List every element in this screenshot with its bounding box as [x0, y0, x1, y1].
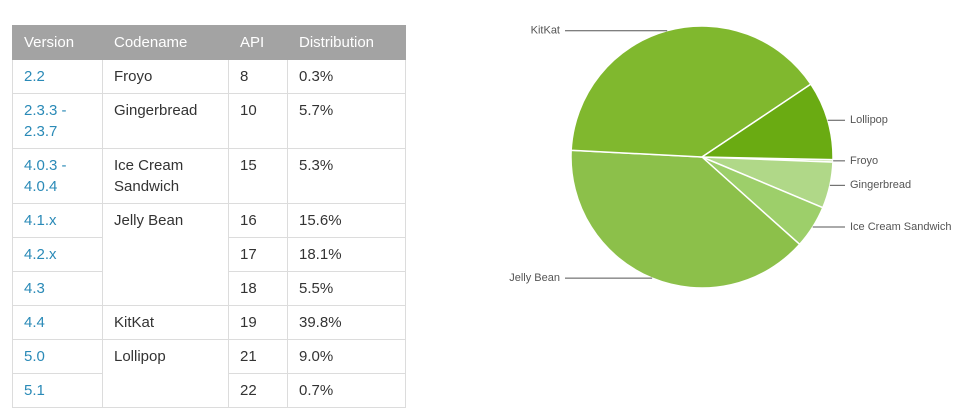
codename: KitKat [102, 305, 229, 340]
pie-slice [699, 83, 834, 161]
distribution: 5.7% [287, 93, 406, 149]
distribution: 0.7% [287, 373, 406, 408]
column-header: Version [12, 25, 103, 60]
codename: Gingerbread [102, 93, 229, 149]
table-row: 4.3 18 5.5% [12, 271, 406, 306]
version-link[interactable]: 4.2.x [12, 237, 103, 272]
table-row: 2.2 Froyo 8 0.3% [12, 59, 406, 94]
table-row: 4.0.3 - 4.0.4 Ice Cream Sandwich 15 5.3% [12, 148, 406, 204]
distribution: 5.3% [287, 148, 406, 204]
slice-label: Lollipop [850, 114, 888, 126]
table-row: 5.1 22 0.7% [12, 373, 406, 408]
version-link[interactable]: 5.1 [12, 373, 103, 408]
api-level: 18 [228, 271, 288, 306]
version-link[interactable]: 5.0 [12, 339, 103, 374]
codename: Jelly Bean [102, 203, 229, 306]
version-link[interactable]: 4.0.3 - 4.0.4 [12, 148, 103, 204]
codename: Ice Cream Sandwich [102, 148, 229, 204]
slice-label: Gingerbread [850, 179, 911, 191]
slice-label: Ice Cream Sandwich [850, 221, 952, 233]
codename: Froyo [102, 59, 229, 94]
table-row: 2.3.3 - 2.3.7 Gingerbread 10 5.7% [12, 93, 406, 149]
version-link[interactable]: 2.2 [12, 59, 103, 94]
distribution: 15.6% [287, 203, 406, 238]
api-level: 21 [228, 339, 288, 374]
api-level: 22 [228, 373, 288, 408]
column-header: Distribution [287, 25, 406, 60]
pie-slice [570, 25, 812, 158]
header-row: Version Codename API Distribution [12, 25, 406, 60]
api-level: 8 [228, 59, 288, 94]
table-body: 2.2 Froyo 8 0.3% 2.3.3 - 2.3.7 Gingerbread 10 5… [12, 59, 406, 408]
table-row: 5.0 Lollipop 21 9.0% [12, 339, 406, 408]
distribution: 5.5% [287, 271, 406, 306]
slice-label: Froyo [850, 155, 878, 167]
table-row: 4.4 KitKat 19 39.8% [12, 305, 406, 340]
slice-label: Jelly Bean [509, 272, 560, 284]
api-level: 10 [228, 93, 288, 149]
version-link[interactable]: 2.3.3 - 2.3.7 [12, 93, 103, 149]
api-level: 16 [228, 203, 288, 238]
version-link[interactable]: 4.4 [12, 305, 103, 340]
slice-label: KitKat [531, 25, 560, 37]
codename: Lollipop [102, 339, 229, 408]
distribution-table: Version Codename API Distribution 2.2 Froyo 8… [12, 25, 406, 408]
table-row: 4.1.x Jelly Bean 16 15.6% [12, 203, 406, 306]
